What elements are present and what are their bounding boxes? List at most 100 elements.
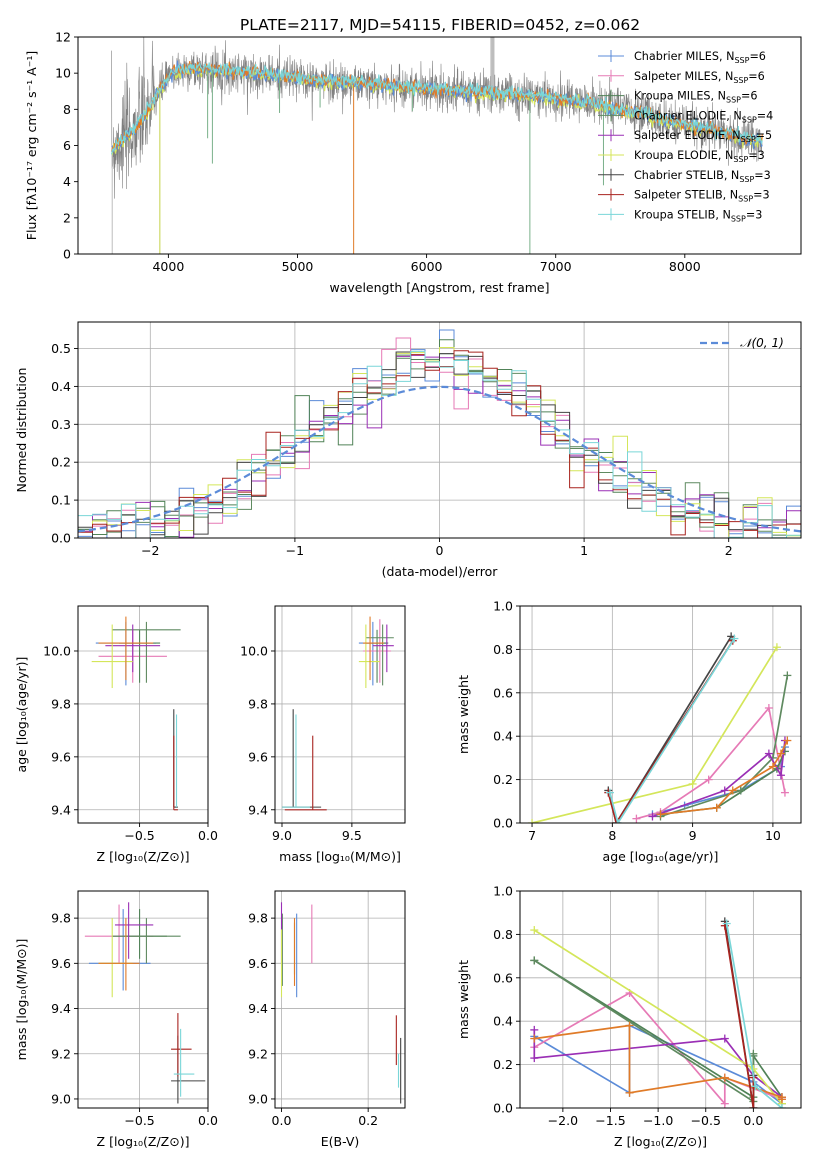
legend-label: Kroupa STELIB, NSSP=3 — [634, 208, 762, 223]
y-tick-label: 9.6 — [51, 749, 71, 764]
y-tick-label: 6 — [63, 138, 71, 153]
legend-count: =4 — [757, 109, 774, 122]
x-tick-label: −1.0 — [643, 1113, 673, 1128]
y-tick-label: 9.4 — [51, 802, 71, 817]
x-tick-label: 1 — [580, 543, 588, 558]
weight-series-line — [607, 640, 734, 823]
y-tick-label: 9.4 — [51, 1001, 71, 1016]
x-tick-label: −2.0 — [548, 1113, 578, 1128]
legend-subscript: SSP — [733, 76, 748, 85]
x-tick-label: 8 — [608, 828, 616, 843]
x-tick-label: 4000 — [152, 259, 184, 274]
y-tick-label: 0.8 — [493, 927, 513, 942]
axes-frame — [77, 605, 209, 824]
residual-histogram — [78, 350, 801, 538]
axes-frame — [519, 890, 802, 1109]
y-tick-label: 0 — [63, 247, 71, 262]
legend-subscript: SSP — [731, 214, 746, 223]
x-axis-label: E(B-V) — [321, 1134, 360, 1149]
x-tick-label: 0.0 — [198, 1113, 218, 1128]
plot-area — [280, 902, 402, 1104]
legend-count: =6 — [748, 70, 765, 83]
y-axis-label: mass weight — [456, 960, 471, 1039]
plot-area — [91, 616, 181, 811]
x-tick-label: 0.2 — [358, 1113, 378, 1128]
axes-frame — [77, 890, 209, 1109]
y-tick-label: 1.0 — [493, 599, 513, 614]
figure-title: PLATE=2117, MJD=54115, FIBERID=0452, z=0… — [240, 16, 640, 34]
plot-area — [528, 632, 792, 823]
x-axis-label: wavelength [Angstrom, rest frame] — [329, 280, 549, 295]
x-tick-label: 2 — [725, 543, 733, 558]
weight-series-line — [723, 925, 755, 1108]
y-axis-label: mass [log₁₀(M/M⊙)] — [14, 939, 29, 1061]
x-tick-label: 9.0 — [272, 828, 292, 843]
y-tick-label: 0.0 — [493, 1101, 513, 1116]
legend-label: Salpeter MILES, NSSP=6 — [634, 70, 765, 85]
x-tick-label: 6000 — [411, 259, 443, 274]
panel-spectrum: 4000 5000 6000 7000 8000 0 2 4 6 8 10 12 wavelength … — [24, 30, 802, 295]
plot-area — [111, 37, 763, 254]
legend-label: Chabrier MILES, NSSP=6 — [634, 50, 766, 65]
y-tick-label: 9.6 — [248, 749, 268, 764]
legend-label: 𝒩(0, 1) — [740, 336, 784, 350]
y-tick-label: 9.4 — [248, 802, 268, 817]
panel-age-vs-mass: 9.0 9.5 9.4 9.6 9.8 10.0 mass [log₁₀(M/M⊙)] — [240, 605, 406, 864]
x-tick-label: 5000 — [282, 259, 314, 274]
legend-subscript: SSP — [742, 115, 757, 124]
y-tick-label: 0.4 — [51, 379, 71, 394]
x-axis-label: Z [log₁₀(Z/Z⊙)] — [614, 1134, 707, 1149]
x-tick-label: −2 — [141, 543, 159, 558]
plot-area — [78, 329, 801, 538]
x-tick-label: −0.5 — [124, 828, 154, 843]
weight-series-line — [636, 706, 786, 820]
legend-count: =3 — [753, 189, 770, 202]
legend-label: Salpeter ELODIE, NSSP=5 — [634, 129, 772, 144]
legend-label: Chabrier ELODIE, NSSP=4 — [634, 109, 773, 124]
y-tick-label: 8 — [63, 102, 71, 117]
weight-series-line — [660, 751, 786, 816]
panel-weight-vs-age: 7 8 9 10 0.0 0.2 0.4 0.6 0.8 1.0 age [log₁₀(age/yr… — [456, 599, 802, 864]
legend-label: Chabrier STELIB, NSSP=3 — [634, 169, 771, 184]
y-axis-label: Normed distribution — [14, 368, 29, 493]
y-tick-label: 9.8 — [248, 696, 268, 711]
x-tick-label: 0.0 — [743, 1113, 763, 1128]
y-tick-label: 9.4 — [248, 1001, 268, 1016]
legend-subscript: SSP — [726, 96, 741, 105]
panel-weight-vs-Z: −2.0 −1.5 −1.0 −0.5 0.0 0.0 0.2 0.4 0.6 0.8 1.0 Z [… — [456, 884, 802, 1149]
panel-mass-vs-Z: −0.5 0.0 9.0 9.2 9.4 9.6 9.8 Z [log₁₀(Z/Z⊙)] mas… — [14, 890, 218, 1149]
y-tick-label: 9.2 — [248, 1046, 268, 1061]
y-tick-label: 0.2 — [493, 1057, 513, 1072]
legend-subscript: SSP — [733, 155, 748, 164]
x-axis-label: mass [log₁₀(M/M⊙)] — [279, 849, 401, 864]
x-tick-label: −1.5 — [595, 1113, 625, 1128]
y-tick-label: 4 — [63, 174, 71, 189]
plot-area — [84, 902, 206, 1104]
weight-series-line — [533, 959, 755, 1104]
y-axis-label: mass weight — [456, 675, 471, 754]
normal-curve — [78, 385, 801, 533]
y-tick-label: 0.5 — [51, 341, 71, 356]
y-tick-label: 10.0 — [43, 643, 71, 658]
x-tick-label: 0.0 — [198, 828, 218, 843]
axes-frame — [274, 605, 406, 824]
panel-mass-vs-EBV: 0.0 0.2 9.0 9.2 9.4 9.6 9.8 E(B-V) — [248, 890, 406, 1149]
y-tick-label: 0.0 — [493, 816, 513, 831]
y-tick-label: 9.8 — [248, 911, 268, 926]
weight-series-line — [609, 638, 736, 823]
x-tick-label: 8000 — [669, 259, 701, 274]
y-tick-label: 9.0 — [248, 1091, 268, 1106]
residual-histogram — [78, 350, 801, 538]
x-tick-label: 0.0 — [272, 1113, 292, 1128]
legend-count: =5 — [756, 129, 773, 142]
y-tick-label: 0.2 — [51, 455, 71, 470]
legend-count: =3 — [754, 169, 771, 182]
plot-area — [281, 616, 394, 811]
y-axis-label: Flux [fλ10⁻¹⁷ erg cm⁻² s⁻¹ A⁻¹] — [24, 51, 39, 240]
axes-frame — [519, 605, 802, 824]
y-axis-label: age [log₁₀(age/yr)] — [14, 657, 29, 773]
legend-count: =6 — [749, 50, 766, 63]
y-tick-label: 0.6 — [493, 970, 513, 985]
legend-subscript: SSP — [734, 56, 749, 65]
